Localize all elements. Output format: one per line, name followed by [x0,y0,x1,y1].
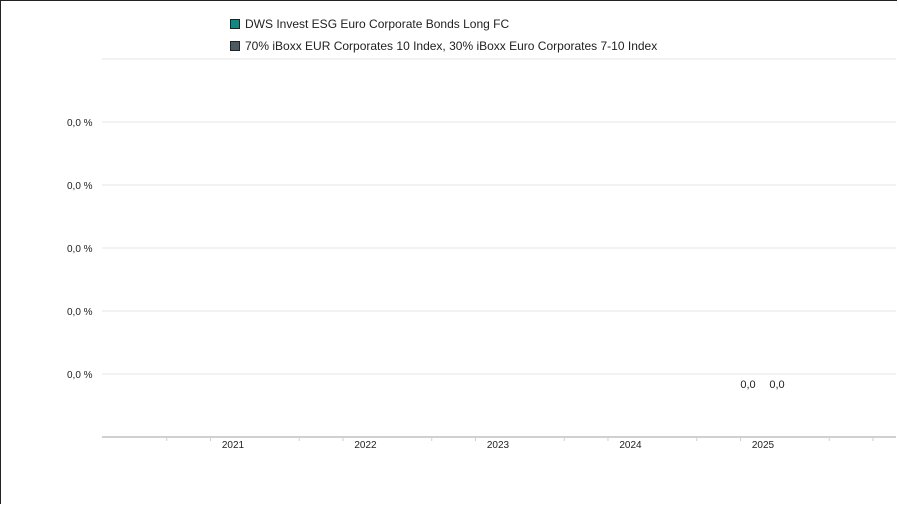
legend-swatch-benchmark [230,41,240,51]
x-tick-label: 2024 [619,440,642,451]
data-label: 0,0 [769,379,784,391]
y-tick-label: 0,0 % [67,118,93,129]
y-tick-label: 0,0 % [67,244,93,255]
legend-label-fund: DWS Invest ESG Euro Corporate Bonds Long… [245,17,510,31]
y-tick-label: 0,0 % [67,181,93,192]
x-tick-label: 2022 [354,440,377,451]
legend-label-benchmark: 70% iBoxx EUR Corporates 10 Index, 30% i… [245,39,658,53]
legend-item-fund[interactable]: DWS Invest ESG Euro Corporate Bonds Long… [230,13,657,35]
x-tick-label: 2025 [752,440,775,451]
legend-item-benchmark[interactable]: 70% iBoxx EUR Corporates 10 Index, 30% i… [230,35,657,57]
legend-swatch-fund [230,19,240,29]
legend: DWS Invest ESG Euro Corporate Bonds Long… [230,13,657,57]
data-label: 0,0 [740,379,755,391]
y-tick-label: 0,0 % [67,307,93,318]
y-tick-label: 0,0 % [67,370,93,381]
x-tick-label: 2021 [222,440,245,451]
x-tick-label: 2023 [487,440,510,451]
